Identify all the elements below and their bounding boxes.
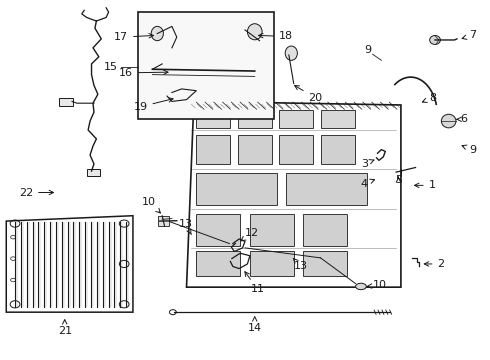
Text: 1: 1 [415, 180, 436, 190]
Ellipse shape [151, 26, 163, 41]
Text: 9: 9 [365, 45, 372, 55]
Bar [287, 173, 367, 205]
Bar [238, 135, 272, 164]
Bar [196, 173, 277, 205]
Ellipse shape [430, 36, 441, 44]
Text: 10: 10 [367, 280, 387, 291]
Bar [87, 168, 100, 176]
Text: 4: 4 [361, 179, 374, 189]
Text: 14: 14 [247, 317, 262, 333]
Text: 6: 6 [457, 114, 467, 124]
Text: 13: 13 [179, 219, 193, 234]
Bar [279, 111, 313, 128]
Bar [196, 111, 230, 128]
Text: 8: 8 [422, 93, 436, 103]
Text: 17: 17 [114, 32, 153, 42]
Text: 20: 20 [294, 86, 322, 103]
Text: 19: 19 [133, 98, 173, 112]
Bar [59, 98, 73, 106]
Ellipse shape [285, 46, 297, 60]
Ellipse shape [441, 114, 456, 128]
Text: 13: 13 [294, 258, 308, 271]
Bar [196, 135, 230, 164]
Text: 21: 21 [58, 320, 72, 337]
Text: 11: 11 [245, 272, 265, 294]
Text: 22: 22 [19, 188, 53, 198]
Bar [303, 214, 347, 246]
Bar [196, 214, 240, 246]
Bar [320, 135, 355, 164]
Text: 10: 10 [142, 197, 160, 213]
Text: 9: 9 [462, 145, 476, 155]
Ellipse shape [247, 24, 262, 40]
Text: 5: 5 [395, 175, 402, 185]
Bar [250, 214, 294, 246]
Text: 12: 12 [241, 228, 259, 241]
Bar [250, 251, 294, 276]
Text: 2: 2 [424, 259, 444, 269]
Bar [196, 251, 240, 276]
Text: 7: 7 [462, 30, 476, 40]
Text: 16: 16 [119, 68, 168, 78]
Bar [279, 135, 313, 164]
Text: 15: 15 [104, 63, 118, 72]
Bar [320, 111, 355, 128]
Bar [158, 216, 169, 226]
Text: 18: 18 [259, 31, 293, 41]
Bar [238, 111, 272, 128]
Bar [138, 12, 274, 119]
Ellipse shape [356, 283, 367, 290]
Text: 3: 3 [361, 159, 374, 169]
Bar [303, 251, 347, 276]
